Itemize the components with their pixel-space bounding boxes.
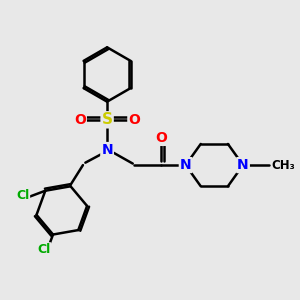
Text: Cl: Cl <box>16 189 29 202</box>
Text: N: N <box>237 158 249 172</box>
Text: O: O <box>74 113 86 127</box>
Text: O: O <box>128 113 140 127</box>
Text: S: S <box>102 112 112 127</box>
Text: O: O <box>155 131 167 145</box>
Text: N: N <box>180 158 191 172</box>
Text: CH₃: CH₃ <box>272 159 296 172</box>
Text: Cl: Cl <box>37 243 50 256</box>
Text: N: N <box>101 143 113 157</box>
